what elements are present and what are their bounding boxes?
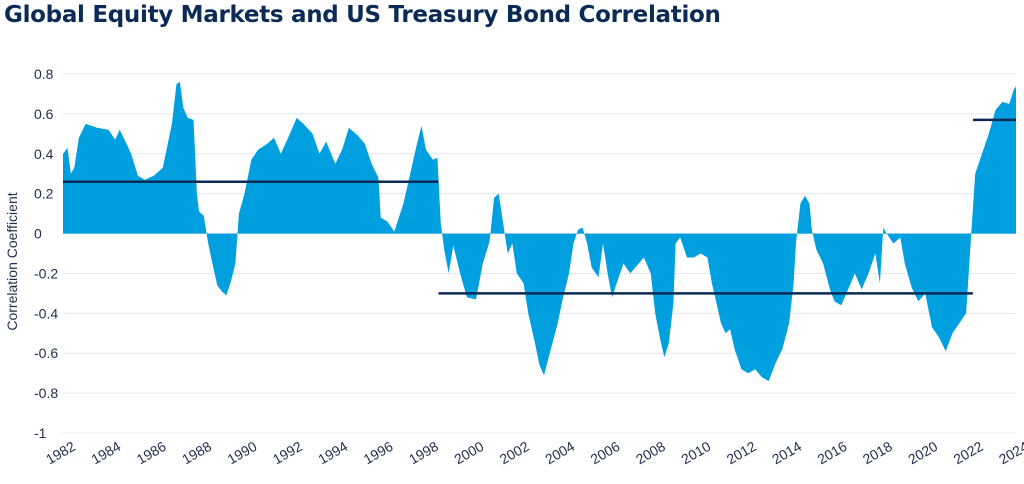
y-axis-label: Correlation Coefficient	[4, 192, 20, 330]
x-tick-label: 2018	[860, 438, 895, 468]
x-tick-label: 2000	[451, 438, 486, 468]
x-tick-label: 2016	[814, 438, 849, 468]
y-tick-label: -1	[34, 425, 47, 441]
x-tick-label: 1982	[43, 438, 78, 468]
y-tick-label: 0.8	[34, 66, 54, 82]
x-tick-label: 2022	[951, 438, 986, 468]
chart-title: Global Equity Markets and US Treasury Bo…	[4, 2, 721, 28]
x-tick-label: 1994	[315, 438, 350, 468]
x-tick-label: 2024	[996, 438, 1024, 468]
y-tick-label: -0.6	[34, 345, 58, 361]
x-tick-label: 2020	[905, 438, 940, 468]
x-tick-label: 2008	[633, 438, 668, 468]
x-axis-ticks: 1982 1984 1986 1988 1990 1992 1994 1996 1998 2000…	[43, 438, 1024, 468]
series-area-group	[63, 82, 1016, 382]
y-tick-label: -0.2	[34, 265, 58, 281]
series-area	[63, 82, 1016, 382]
x-tick-label: 2010	[678, 438, 713, 468]
y-tick-label: 0	[34, 226, 42, 242]
x-tick-label: 2014	[769, 438, 804, 468]
y-tick-label: 0.4	[34, 146, 54, 162]
x-tick-label: 1998	[406, 438, 441, 468]
x-tick-label: 1990	[225, 438, 260, 468]
x-tick-label: 1992	[270, 438, 305, 468]
y-tick-label: -0.4	[34, 305, 58, 321]
y-axis-ticks: 0.8 0.6 0.4 0.2 0 -0.2 -0.4 -0.6 -0.8 -1	[34, 66, 58, 441]
x-tick-label: 2002	[497, 438, 532, 468]
average-lines	[63, 118, 1016, 295]
x-tick-label: 2004	[542, 438, 577, 468]
x-tick-label: 2006	[588, 438, 623, 468]
x-tick-label: 1984	[88, 438, 123, 468]
x-tick-label: 2012	[724, 438, 759, 468]
x-tick-label: 1988	[179, 438, 214, 468]
y-tick-label: -0.8	[34, 385, 58, 401]
x-tick-label: 1996	[361, 438, 396, 468]
y-tick-label: 0.2	[34, 186, 54, 202]
y-tick-label: 0.6	[34, 106, 54, 122]
x-tick-label: 1986	[134, 438, 169, 468]
